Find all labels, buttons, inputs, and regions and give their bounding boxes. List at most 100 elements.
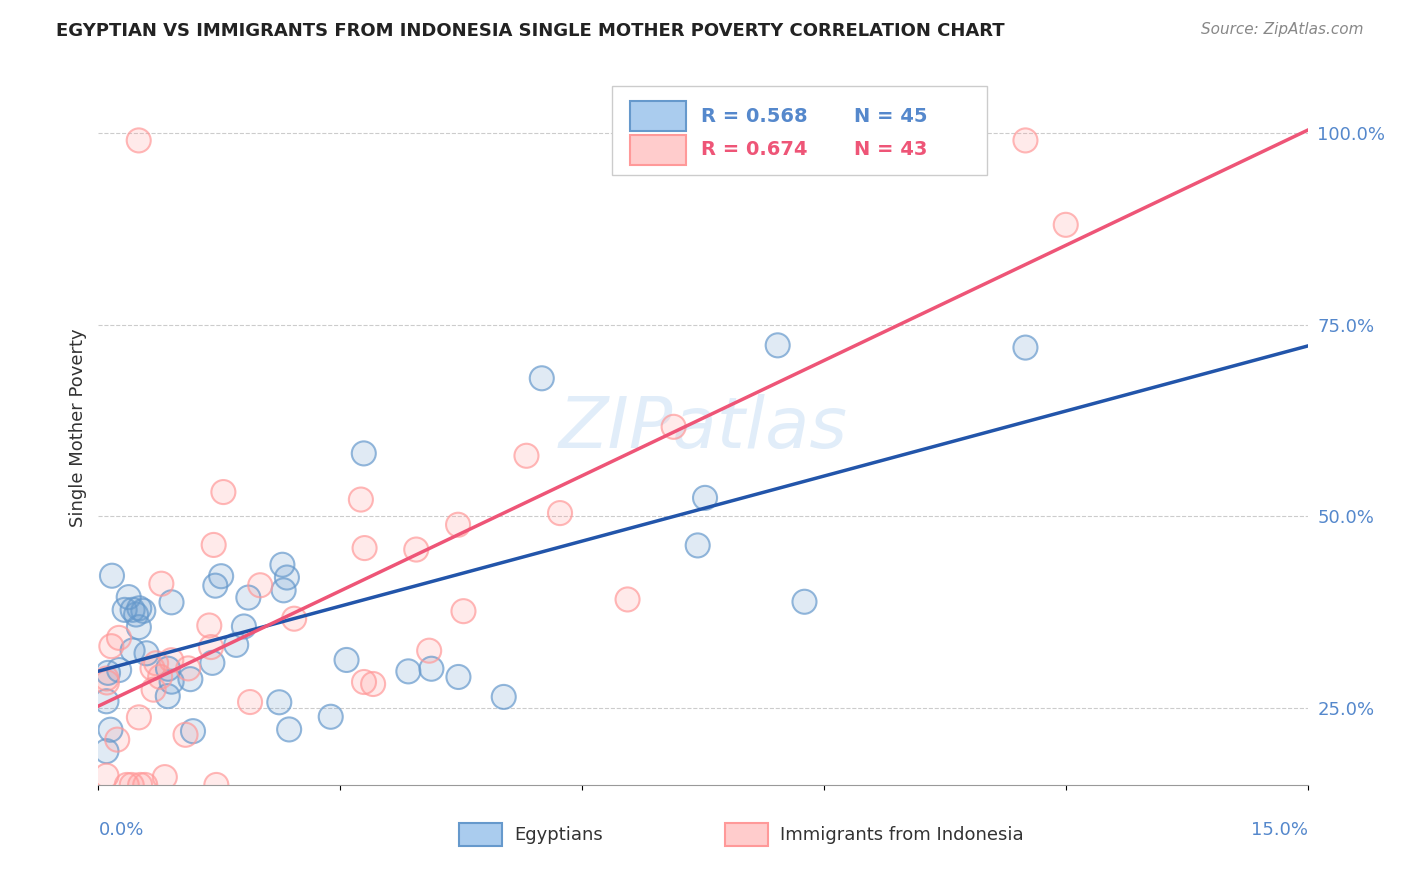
Point: [129, 778, 152, 792]
Point: [453, 604, 475, 618]
Point: [353, 675, 375, 690]
Point: [766, 338, 789, 352]
Point: [115, 778, 138, 792]
Point: [200, 640, 222, 654]
Point: [108, 631, 131, 645]
Point: [96, 675, 118, 690]
Point: [141, 661, 163, 675]
Point: [181, 724, 204, 739]
Point: [1014, 341, 1036, 355]
Point: [128, 601, 150, 615]
Point: [353, 675, 375, 690]
Point: [361, 677, 384, 691]
Point: [132, 604, 155, 618]
Point: [205, 778, 228, 792]
Point: [273, 583, 295, 598]
Point: [121, 643, 143, 657]
Point: [273, 583, 295, 598]
Point: [405, 542, 427, 557]
Point: [283, 612, 305, 626]
Point: [686, 538, 709, 552]
Point: [276, 570, 298, 584]
Text: EGYPTIAN VS IMMIGRANTS FROM INDONESIA SINGLE MOTHER POVERTY CORRELATION CHART: EGYPTIAN VS IMMIGRANTS FROM INDONESIA SI…: [56, 22, 1005, 40]
Point: [198, 618, 221, 632]
Point: [1054, 218, 1077, 232]
Point: [97, 665, 120, 680]
Point: [97, 665, 120, 680]
Point: [239, 695, 262, 709]
Text: Immigrants from Indonesia: Immigrants from Indonesia: [780, 826, 1024, 844]
Point: [114, 603, 136, 617]
Point: [160, 595, 183, 609]
Point: [1014, 341, 1036, 355]
Point: [225, 638, 247, 652]
Point: [101, 568, 124, 582]
Point: [232, 619, 254, 633]
Point: [157, 662, 180, 676]
Point: [174, 728, 197, 742]
Point: [128, 710, 150, 724]
Point: [149, 670, 172, 684]
Point: [530, 371, 553, 385]
Point: [145, 657, 167, 671]
Point: [96, 769, 118, 783]
Point: [128, 133, 150, 147]
Point: [335, 653, 357, 667]
Text: ZIPatlas: ZIPatlas: [558, 393, 848, 463]
Point: [134, 778, 156, 792]
Point: [96, 694, 118, 708]
Point: [249, 578, 271, 592]
Point: [353, 541, 375, 555]
Point: [200, 640, 222, 654]
Point: [156, 689, 179, 703]
Point: [198, 618, 221, 632]
Point: [271, 558, 294, 572]
Point: [225, 638, 247, 652]
Point: [121, 603, 143, 617]
Point: [269, 695, 291, 709]
Point: [420, 662, 443, 676]
Point: [418, 643, 440, 657]
Point: [353, 541, 375, 555]
Point: [353, 446, 375, 460]
Text: 0.0%: 0.0%: [98, 821, 143, 838]
Point: [156, 689, 179, 703]
Point: [350, 492, 373, 507]
Point: [616, 592, 638, 607]
Point: [115, 778, 138, 792]
Point: [160, 653, 183, 667]
Point: [202, 538, 225, 552]
Point: [492, 690, 515, 704]
FancyBboxPatch shape: [630, 102, 686, 131]
Point: [174, 728, 197, 742]
Point: [693, 491, 716, 505]
Point: [141, 661, 163, 675]
Point: [278, 723, 301, 737]
Point: [128, 601, 150, 615]
Point: [1014, 133, 1036, 147]
Point: [96, 744, 118, 758]
Point: [96, 672, 118, 686]
Point: [212, 485, 235, 500]
Point: [100, 639, 122, 653]
Point: [125, 607, 148, 622]
Point: [177, 661, 200, 675]
Point: [142, 682, 165, 697]
Point: [108, 631, 131, 645]
Text: R = 0.674: R = 0.674: [700, 140, 807, 160]
Point: [396, 665, 419, 679]
Point: [108, 663, 131, 677]
Point: [269, 695, 291, 709]
Point: [149, 670, 172, 684]
Point: [204, 579, 226, 593]
Point: [108, 663, 131, 677]
Point: [1054, 218, 1077, 232]
Point: [662, 419, 685, 434]
Text: Source: ZipAtlas.com: Source: ZipAtlas.com: [1201, 22, 1364, 37]
Point: [96, 694, 118, 708]
Point: [128, 710, 150, 724]
Point: [105, 732, 128, 747]
Text: R = 0.568: R = 0.568: [700, 107, 807, 126]
Point: [238, 591, 260, 605]
Point: [135, 646, 157, 660]
